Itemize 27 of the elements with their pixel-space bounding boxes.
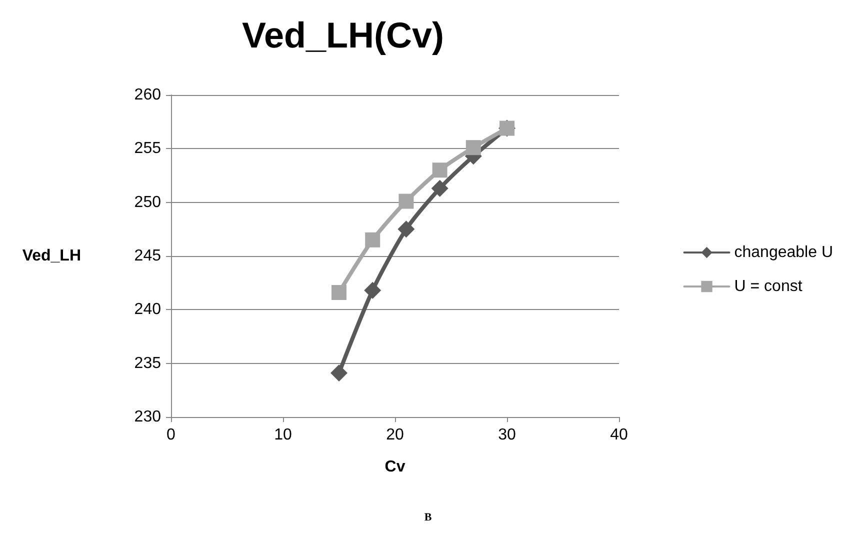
- y-tick-label: 240: [134, 301, 162, 318]
- y-tick-label: 250: [134, 194, 162, 211]
- legend-label: changeable U: [734, 244, 834, 261]
- chart-title: Ved_LH(Cv): [242, 14, 444, 56]
- point: [398, 194, 414, 209]
- x-tick-label: 0: [166, 426, 176, 444]
- y-axis-title: Ved_LH: [22, 248, 81, 264]
- y-tick-label: 230: [134, 408, 162, 426]
- text: B: [424, 512, 432, 524]
- y-tick-label: 235: [134, 354, 162, 372]
- x-tick-label: 40: [610, 426, 628, 444]
- y-tick-label: 260: [134, 86, 162, 104]
- point: [364, 282, 382, 299]
- x-tick-label: 10: [274, 426, 292, 444]
- point: [365, 232, 380, 248]
- x-tick-label: 20: [386, 426, 404, 444]
- x-tick-label: 30: [498, 426, 516, 444]
- point: [330, 364, 348, 382]
- y-tick-label: 245: [134, 248, 162, 264]
- legend-label: U = const: [734, 278, 803, 295]
- point: [398, 220, 415, 238]
- point: [431, 180, 448, 197]
- y-tick-label: 255: [134, 140, 162, 158]
- point: [332, 284, 346, 300]
- point: [432, 162, 448, 178]
- point: [466, 140, 481, 156]
- x-axis-title: Cv: [384, 458, 406, 476]
